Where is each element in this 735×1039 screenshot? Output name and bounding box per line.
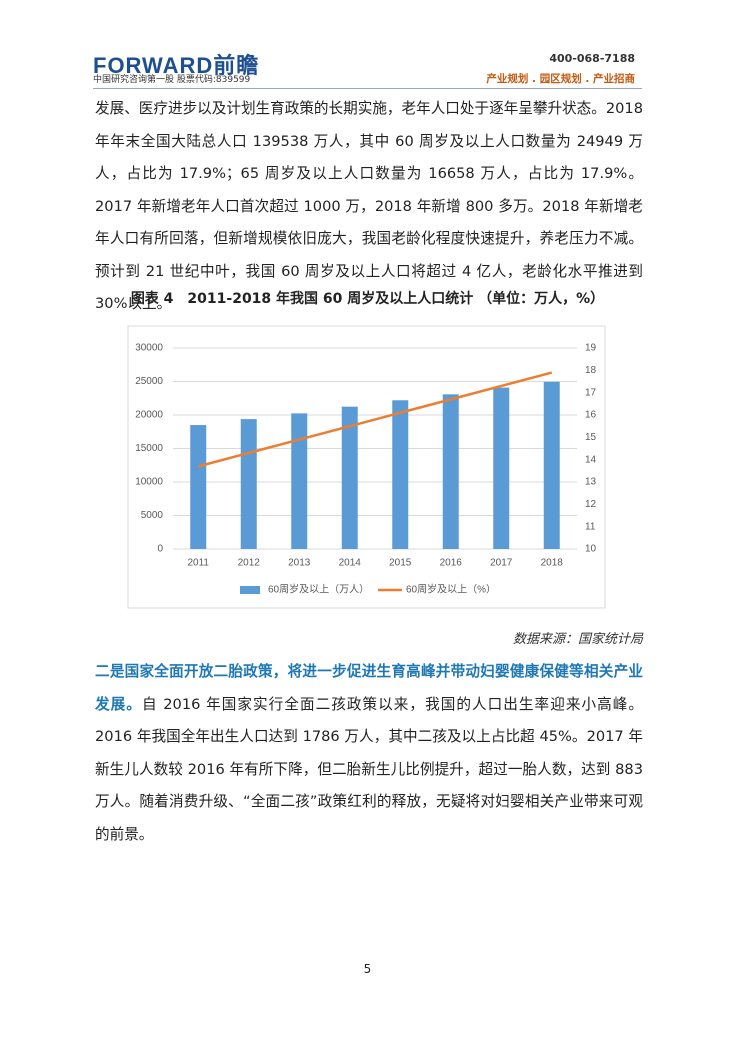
x-tick-label: 2011 xyxy=(187,558,209,569)
y-tick-label: 30000 xyxy=(135,343,163,354)
bar xyxy=(240,419,257,549)
y2-tick-label: 10 xyxy=(585,544,597,555)
y2-tick-label: 17 xyxy=(585,387,597,398)
x-tick-label: 2014 xyxy=(339,558,362,569)
logo-subtitle: 中国研究咨询第一股 股票代码:839599 xyxy=(93,75,251,85)
logo: FORWARD前瞻 xyxy=(93,53,260,78)
y2-tick-label: 11 xyxy=(585,521,596,532)
paragraph: 二是国家全面开放二胎政策，将进一步促进生育高峰并带动妇婴健康保健等相关产业发展。… xyxy=(95,656,643,851)
y-tick-label: 15000 xyxy=(135,443,163,454)
bar xyxy=(291,413,308,549)
y-tick-label: 10000 xyxy=(135,477,163,488)
y-tick-label: 20000 xyxy=(135,410,163,421)
lead: 二是国家全面开放二胎政策，将进一步促进生育高峰并带动妇婴健康保健等相关产业发展。 xyxy=(95,663,643,713)
x-tick-label: 2017 xyxy=(490,558,513,569)
x-tick-label: 2016 xyxy=(440,558,463,569)
text: 自 2016 年国家实行全面二孩政策以来，我国的人口出生率迎来小高峰。2016 … xyxy=(95,695,643,843)
y2-tick-label: 15 xyxy=(585,432,597,443)
x-tick-label: 2012 xyxy=(238,558,261,569)
phone: 400-068-7188 xyxy=(549,52,635,65)
tagline: 产业规划 . 园区规划 . 产业招商 xyxy=(486,73,635,85)
y2-tick-label: 14 xyxy=(585,454,597,465)
y-tick-label: 0 xyxy=(157,544,163,555)
paragraph: 发展、医疗进步以及计划生育政策的长期实施，老年人口处于逐年呈攀升状态。2018 … xyxy=(95,100,643,312)
x-tick-label: 2015 xyxy=(389,558,412,569)
x-tick-label: 2018 xyxy=(541,558,564,569)
header-rule xyxy=(93,88,642,89)
bar xyxy=(190,425,207,549)
chart: 0 5000 10000 15000 20000 25000 30000 10 11 12 13 14… xyxy=(127,325,606,609)
bar xyxy=(442,394,459,549)
y2-tick-label: 18 xyxy=(585,365,597,376)
y-tick-label: 25000 xyxy=(135,376,163,387)
bar xyxy=(392,400,409,549)
source: 数据来源：国家统计局 xyxy=(512,632,643,647)
bar xyxy=(493,387,510,549)
y2-tick-label: 13 xyxy=(585,477,597,488)
legend-label: 60周岁及以上（万人） xyxy=(268,583,369,596)
line xyxy=(197,371,553,468)
figure-caption: 图表 4 2011-2018 年我国 60 周岁及以上人口统计 （单位：万人，%… xyxy=(130,291,605,307)
y2-tick-label: 19 xyxy=(585,343,597,354)
legend-swatch xyxy=(240,586,260,594)
legend-label: 60周岁及以上（%） xyxy=(406,583,496,596)
y-tick-label: 5000 xyxy=(141,510,164,521)
chart-frame xyxy=(127,325,606,609)
bar xyxy=(341,406,358,549)
bar xyxy=(543,381,560,549)
x-tick-label: 2013 xyxy=(288,558,311,569)
page-number: 5 xyxy=(363,962,372,976)
y2-tick-label: 12 xyxy=(585,499,597,510)
y2-tick-label: 16 xyxy=(585,410,597,421)
